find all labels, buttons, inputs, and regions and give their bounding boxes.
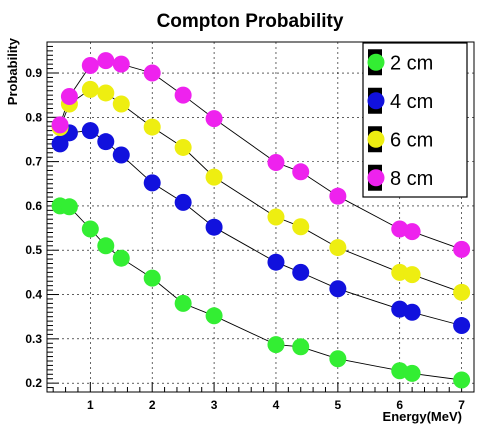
data-point	[329, 187, 347, 205]
data-point	[51, 135, 69, 153]
data-point	[205, 218, 223, 236]
x-tick-label: 4	[273, 398, 280, 412]
data-point	[292, 338, 310, 356]
data-series	[51, 52, 471, 389]
x-tick-label: 5	[335, 398, 342, 412]
data-point	[453, 283, 471, 301]
legend-label: 6 cm	[390, 129, 433, 151]
data-point	[267, 336, 285, 354]
chart-title: Compton Probability	[157, 11, 344, 32]
data-point	[174, 193, 192, 211]
data-point	[267, 208, 285, 226]
y-tick-label: 0.3	[25, 332, 42, 346]
data-point	[112, 95, 130, 113]
y-tick-label: 0.6	[25, 199, 42, 213]
data-point	[81, 122, 99, 140]
axes: 1 2 3 4 5 6 7 0.2 0.3 0.4 0.5 0.6 0.7 0.8 0.9	[25, 41, 475, 412]
data-point	[205, 307, 223, 325]
data-point	[403, 266, 421, 284]
data-point	[292, 163, 310, 181]
y-axis-label: Probability	[5, 37, 20, 105]
y-tick-label: 0.7	[25, 155, 42, 169]
y-tick-label: 0.9	[25, 66, 42, 80]
data-point	[112, 249, 130, 267]
data-point	[112, 55, 130, 73]
data-point	[205, 110, 223, 128]
x-tick-label: 6	[396, 398, 403, 412]
y-tick-label: 0.4	[25, 288, 42, 302]
data-point	[60, 87, 78, 105]
data-point	[81, 80, 99, 98]
data-point	[329, 239, 347, 257]
legend-marker	[367, 169, 385, 187]
data-point	[267, 154, 285, 172]
data-point	[60, 198, 78, 216]
legend-marker	[367, 130, 385, 148]
x-tick-label: 1	[87, 398, 94, 412]
y-tick-label: 0.5	[25, 243, 42, 257]
legend-marker	[367, 92, 385, 110]
data-point	[403, 303, 421, 321]
data-point	[143, 118, 161, 136]
x-axis-label: Energy(MeV)	[383, 409, 462, 424]
data-point	[174, 138, 192, 156]
data-point	[97, 84, 115, 102]
data-point	[403, 364, 421, 382]
data-point	[453, 240, 471, 258]
data-point	[329, 350, 347, 368]
legend-label: 8 cm	[390, 168, 433, 190]
data-point	[329, 280, 347, 298]
data-point	[143, 64, 161, 82]
legend-marker	[367, 53, 385, 71]
data-point	[97, 52, 115, 70]
x-tick-label: 2	[149, 398, 156, 412]
data-point	[51, 116, 69, 134]
data-point	[81, 56, 99, 74]
data-point	[205, 168, 223, 186]
data-point	[81, 220, 99, 238]
plot-frame	[46, 41, 475, 393]
legend-label: 4 cm	[390, 91, 433, 113]
data-point	[143, 269, 161, 287]
y-tick-label: 0.2	[25, 376, 42, 390]
data-point	[112, 146, 130, 164]
data-point	[174, 86, 192, 104]
data-point	[97, 237, 115, 255]
data-point	[174, 294, 192, 312]
legend-label: 2 cm	[390, 52, 433, 74]
data-point	[143, 174, 161, 192]
data-point	[403, 223, 421, 241]
legend: 2 cm 4 cm 6 cm 8 cm	[362, 42, 468, 198]
data-point	[97, 133, 115, 151]
data-point	[267, 253, 285, 271]
x-tick-label: 7	[458, 398, 465, 412]
data-point	[453, 371, 471, 389]
data-point	[292, 263, 310, 281]
y-tick-label: 0.8	[25, 110, 42, 124]
data-point	[292, 218, 310, 236]
x-tick-label: 3	[211, 398, 218, 412]
data-point	[453, 317, 471, 335]
